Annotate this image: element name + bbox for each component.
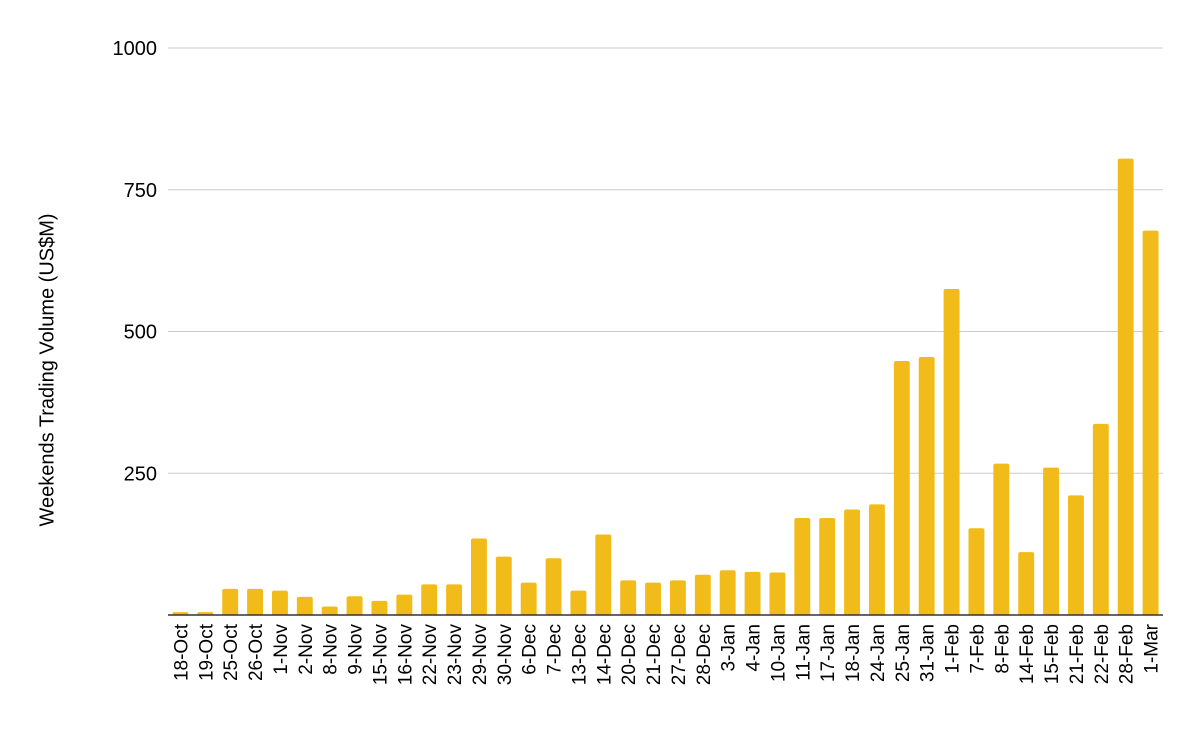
bar xyxy=(421,584,438,615)
bar xyxy=(669,580,686,615)
y-axis-ticks: 250 500 750 1000 xyxy=(113,38,158,485)
bar xyxy=(545,558,562,615)
x-tick-label: 31-Jan xyxy=(918,624,939,682)
bar xyxy=(1067,495,1084,615)
x-tick-label: 7-Dec xyxy=(545,624,566,675)
x-tick-label: 25-Oct xyxy=(221,623,242,681)
x-tick-label: 27-Dec xyxy=(669,624,690,685)
bars xyxy=(172,158,1159,615)
bar xyxy=(346,596,363,615)
x-tick-label: 17-Jan xyxy=(818,624,839,682)
x-tick-label: 1-Nov xyxy=(271,624,292,675)
x-tick-label: 28-Dec xyxy=(694,624,715,685)
bar xyxy=(296,596,313,615)
x-tick-label: 15-Nov xyxy=(370,624,391,686)
x-tick-label: 18-Jan xyxy=(843,624,864,682)
bar xyxy=(943,288,960,615)
bar xyxy=(470,538,487,615)
bar xyxy=(794,518,811,615)
bar xyxy=(247,588,264,615)
bar xyxy=(844,509,861,615)
x-tick-label: 13-Dec xyxy=(569,624,590,685)
bar xyxy=(918,357,935,615)
x-tick-label: 8-Nov xyxy=(321,624,342,675)
x-tick-label: 26-Oct xyxy=(246,623,267,681)
bar xyxy=(495,556,512,615)
x-tick-label: 15-Feb xyxy=(1042,624,1063,684)
x-tick-label: 18-Oct xyxy=(171,623,192,681)
x-tick-label: 21-Feb xyxy=(1067,624,1088,684)
y-tick-label: 250 xyxy=(124,463,157,485)
x-tick-label: 23-Nov xyxy=(445,624,466,686)
bar xyxy=(1117,158,1134,615)
y-tick-label: 750 xyxy=(124,180,157,202)
x-tick-label: 22-Nov xyxy=(420,624,441,686)
x-tick-label: 14-Dec xyxy=(594,624,615,685)
bar xyxy=(570,590,587,615)
y-tick-label: 500 xyxy=(124,322,157,344)
bar xyxy=(744,571,761,615)
x-tick-label: 25-Jan xyxy=(893,624,914,682)
bar xyxy=(1092,423,1109,615)
y-tick-label: 1000 xyxy=(113,38,158,60)
bar xyxy=(719,570,736,615)
x-tick-label: 3-Jan xyxy=(719,624,740,672)
bar xyxy=(396,594,413,615)
bar xyxy=(1018,552,1035,615)
bar xyxy=(271,590,288,615)
x-tick-label: 11-Jan xyxy=(793,624,814,681)
bar xyxy=(222,588,239,615)
x-tick-label: 4-Jan xyxy=(744,624,765,672)
x-tick-label: 20-Dec xyxy=(619,624,640,685)
bar xyxy=(993,463,1010,615)
x-tick-label: 2-Nov xyxy=(296,624,317,675)
bar xyxy=(645,582,662,615)
x-tick-label: 7-Feb xyxy=(967,624,988,674)
bar xyxy=(819,518,836,615)
x-tick-label: 9-Nov xyxy=(346,624,367,675)
bar xyxy=(321,606,338,615)
x-tick-label: 21-Dec xyxy=(644,624,665,685)
bar xyxy=(1142,230,1159,615)
bar xyxy=(1043,467,1060,615)
bar xyxy=(595,534,612,615)
x-tick-label: 19-Oct xyxy=(196,623,217,681)
bar xyxy=(694,574,711,615)
bar xyxy=(620,580,637,615)
bar xyxy=(371,600,388,615)
x-tick-label: 10-Jan xyxy=(768,624,789,682)
x-tick-label: 28-Feb xyxy=(1117,624,1138,684)
bar xyxy=(520,582,537,615)
x-tick-label: 6-Dec xyxy=(520,624,541,675)
bar xyxy=(769,572,786,615)
x-tick-label: 1-Mar xyxy=(1142,623,1163,673)
gridlines xyxy=(168,47,1163,474)
x-tick-label: 22-Feb xyxy=(1092,624,1113,684)
x-tick-label: 1-Feb xyxy=(943,624,964,674)
x-tick-label: 16-Nov xyxy=(395,624,416,686)
x-tick-label: 24-Jan xyxy=(868,624,889,682)
bar xyxy=(893,360,910,615)
x-tick-label: 30-Nov xyxy=(495,624,516,686)
x-tick-label: 14-Feb xyxy=(1017,624,1038,684)
x-axis-ticks: 18-Oct 19-Oct 25-Oct 26-Oct 1-Nov 2-Nov 8-Nov 9… xyxy=(171,623,1162,685)
x-tick-label: 8-Feb xyxy=(992,624,1013,674)
bar xyxy=(868,504,885,615)
bar xyxy=(968,528,985,615)
x-tick-label: 29-Nov xyxy=(470,624,491,686)
bar xyxy=(446,584,463,615)
